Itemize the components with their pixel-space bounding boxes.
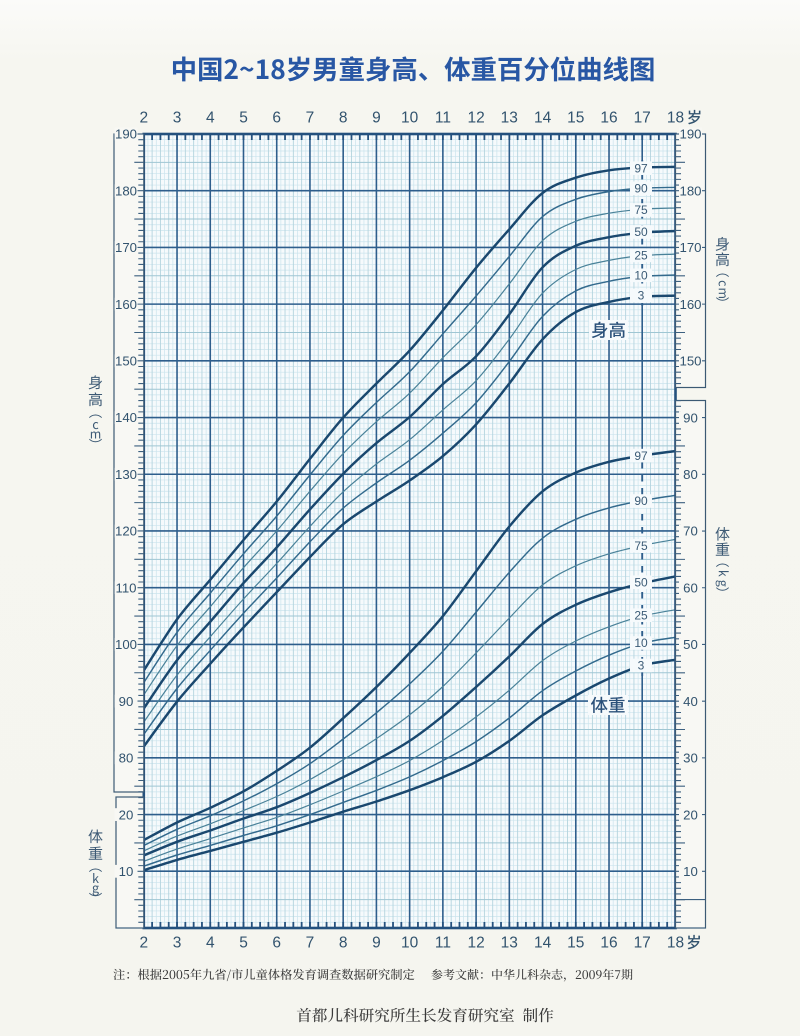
svg-text:75: 75 [634,539,648,553]
svg-text:13: 13 [501,110,518,127]
svg-text:160: 160 [679,297,701,312]
svg-text:7: 7 [306,935,315,952]
svg-text:140: 140 [115,410,137,425]
svg-text:60: 60 [683,580,698,595]
svg-text:160: 160 [115,297,137,312]
svg-text:9: 9 [372,935,381,952]
svg-text:3: 3 [173,110,182,127]
svg-text:190: 190 [115,127,137,142]
svg-text:180: 180 [679,183,701,198]
svg-text:14: 14 [534,935,552,952]
svg-text:110: 110 [115,580,136,595]
svg-text:5: 5 [239,110,248,127]
svg-text:2: 2 [139,110,148,127]
svg-text:50: 50 [634,575,648,589]
svg-text:180: 180 [115,183,137,198]
svg-text:70: 70 [683,524,698,539]
svg-text:5: 5 [239,935,248,952]
svg-text:90: 90 [634,494,648,508]
svg-text:3: 3 [638,659,645,673]
svg-text:150: 150 [679,354,701,369]
svg-text:100: 100 [115,637,137,652]
svg-text:16: 16 [600,110,617,127]
svg-text:12: 12 [467,110,484,127]
svg-text:11: 11 [435,110,451,127]
svg-text:7: 7 [306,110,315,127]
svg-text:17: 17 [634,935,651,952]
svg-text:20: 20 [119,807,134,822]
svg-text:18: 18 [667,935,684,952]
svg-text:90: 90 [119,694,134,709]
svg-text:11: 11 [435,935,451,952]
svg-text:170: 170 [679,240,701,255]
svg-text:10: 10 [683,864,698,879]
svg-text:150: 150 [115,354,137,369]
svg-text:6: 6 [272,110,281,127]
svg-text:90: 90 [634,181,648,195]
svg-text:75: 75 [634,203,648,217]
svg-text:2: 2 [139,935,148,952]
svg-text:6: 6 [272,935,281,952]
svg-text:14: 14 [534,110,552,127]
svg-text:15: 15 [567,110,584,127]
svg-text:10: 10 [401,935,419,952]
svg-text:80: 80 [683,467,698,482]
svg-text:15: 15 [567,935,584,952]
svg-text:17: 17 [634,110,651,127]
svg-text:10: 10 [634,269,648,283]
svg-text:16: 16 [600,935,617,952]
svg-text:90: 90 [683,410,698,425]
svg-text:20: 20 [683,807,698,822]
svg-text:10: 10 [119,864,134,879]
svg-text:80: 80 [119,751,134,766]
svg-text:18: 18 [667,110,684,127]
svg-text:8: 8 [339,110,348,127]
svg-text:120: 120 [115,524,137,539]
svg-text:50: 50 [634,225,648,239]
svg-text:25: 25 [634,608,648,622]
svg-text:30: 30 [683,751,698,766]
svg-text:97: 97 [634,161,648,175]
svg-text:10: 10 [634,636,648,650]
svg-text:4: 4 [206,110,215,127]
svg-text:170: 170 [115,240,137,255]
svg-text:4: 4 [206,935,215,952]
svg-text:25: 25 [634,249,648,263]
svg-text:40: 40 [683,694,698,709]
svg-text:12: 12 [467,935,484,952]
svg-text:130: 130 [115,467,137,482]
svg-text:3: 3 [173,935,182,952]
svg-text:13: 13 [501,935,518,952]
svg-text:10: 10 [401,110,419,127]
svg-text:190: 190 [679,127,701,142]
svg-text:50: 50 [683,637,698,652]
svg-text:97: 97 [634,449,648,463]
svg-text:9: 9 [372,110,381,127]
svg-text:3: 3 [638,289,645,303]
svg-text:8: 8 [339,935,348,952]
